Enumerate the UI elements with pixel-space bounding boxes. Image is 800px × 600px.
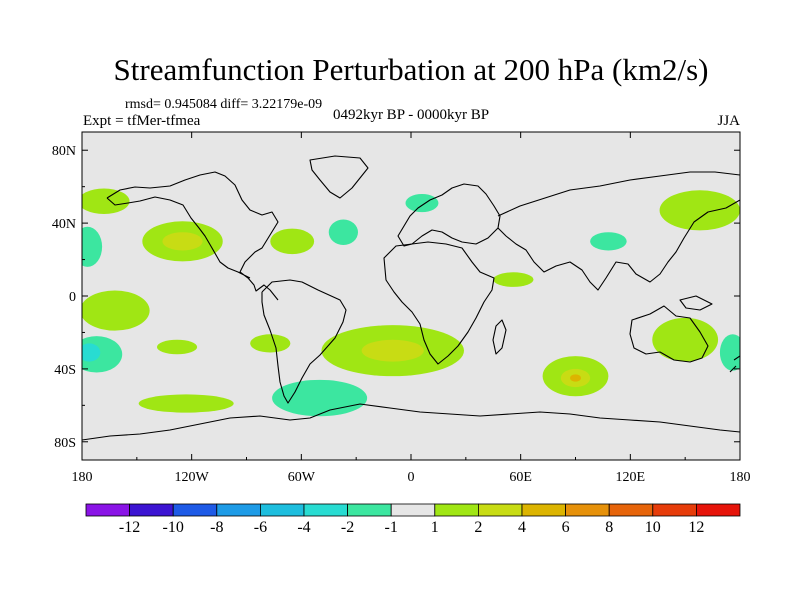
colorbar-label-0: -12 bbox=[119, 519, 140, 536]
contour-region-13 bbox=[156, 339, 198, 355]
colorbar-swatch-6 bbox=[347, 503, 392, 517]
chart-title: Streamfunction Perturbation at 200 hPa (… bbox=[114, 52, 709, 87]
x-tick-label-2: 60W bbox=[288, 470, 316, 485]
season-label: JJA bbox=[717, 113, 740, 129]
australia-coast bbox=[629, 305, 709, 363]
y-tick-label-0: 80N bbox=[52, 144, 76, 159]
map-panel: 180 120W 60W 0 60E 120E 180 80N 40N 0 40S 80S bbox=[52, 131, 751, 485]
colorbar-label-8: 2 bbox=[474, 519, 482, 536]
period-label: 0492kyr BP - 0000kyr BP bbox=[333, 107, 489, 123]
antarctica-coast bbox=[82, 403, 740, 441]
contour-region-4 bbox=[270, 228, 315, 255]
colorbar-label-11: 8 bbox=[605, 519, 613, 536]
europe-coast bbox=[397, 183, 501, 247]
contour-fills bbox=[82, 188, 740, 417]
colorbar-swatch-9 bbox=[477, 503, 523, 517]
asia-coast bbox=[497, 171, 740, 291]
colorbar-swatch-2 bbox=[172, 503, 218, 517]
x-tick-label-4: 60E bbox=[509, 470, 532, 485]
experiment-label: Expt = tfMer-tfmea bbox=[83, 113, 201, 129]
contour-region-16 bbox=[361, 339, 424, 362]
y-tick-label-4: 80S bbox=[54, 436, 76, 451]
madagascar-coast bbox=[492, 319, 507, 355]
colorbar-label-13: 12 bbox=[688, 519, 704, 536]
x-tick-label-3: 0 bbox=[408, 470, 415, 485]
stats-label: rmsd= 0.945084 diff= 3.22179e-09 bbox=[125, 97, 322, 112]
colorbar-label-10: 6 bbox=[562, 519, 570, 536]
colorbar-swatch-8 bbox=[434, 503, 479, 517]
y-tick-label-2: 0 bbox=[69, 290, 76, 305]
y-tick-label-1: 40N bbox=[52, 217, 76, 232]
colorbar: -12 -10 -8 -6 -4 -2 -1 1 2 4 6 8 10 12 bbox=[85, 503, 741, 536]
colorbar-swatch-10 bbox=[521, 503, 566, 517]
south-america-coast bbox=[261, 279, 347, 404]
x-tick-label-5: 120E bbox=[616, 470, 646, 485]
new-zealand-coast bbox=[729, 355, 740, 373]
colorbar-label-5: -2 bbox=[341, 519, 354, 536]
colorbar-label-6: -1 bbox=[385, 519, 398, 536]
y-tick-label-3: 40S bbox=[54, 363, 76, 378]
contour-region-17 bbox=[138, 394, 234, 413]
contour-region-8 bbox=[590, 232, 627, 251]
coastlines bbox=[82, 155, 740, 441]
colorbar-label-3: -6 bbox=[254, 519, 267, 536]
contour-region-9 bbox=[659, 190, 740, 231]
x-tick-label-1: 120W bbox=[175, 470, 210, 485]
contour-region-0 bbox=[82, 188, 130, 214]
colorbar-swatch-4 bbox=[259, 503, 305, 517]
contour-region-14 bbox=[250, 334, 291, 353]
colorbar-swatch-3 bbox=[216, 503, 261, 517]
contour-region-12 bbox=[82, 343, 101, 362]
colorbar-swatch-0 bbox=[85, 503, 130, 517]
north-america-coast bbox=[106, 171, 279, 301]
colorbar-swatch-7 bbox=[390, 503, 436, 517]
contour-region-7 bbox=[493, 272, 534, 287]
colorbar-swatch-5 bbox=[303, 503, 348, 517]
contour-region-22 bbox=[652, 317, 719, 362]
colorbar-swatch-14 bbox=[696, 503, 741, 517]
colorbar-label-1: -10 bbox=[163, 519, 184, 536]
contour-region-5 bbox=[328, 219, 358, 245]
contour-region-3 bbox=[82, 226, 103, 267]
contour-region-6 bbox=[405, 193, 439, 213]
contour-region-2 bbox=[162, 232, 203, 251]
colorbar-label-4: -4 bbox=[297, 519, 310, 536]
y-axis: 80N 40N 0 40S 80S bbox=[52, 144, 740, 451]
colorbar-swatch-13 bbox=[652, 503, 697, 517]
new-guinea-coast bbox=[679, 295, 713, 311]
colorbar-swatch-12 bbox=[608, 503, 654, 517]
colorbar-label-2: -8 bbox=[210, 519, 223, 536]
colorbar-label-12: 10 bbox=[645, 519, 661, 536]
contour-region-10 bbox=[82, 290, 150, 331]
x-tick-label-0: 180 bbox=[72, 470, 93, 485]
colorbar-swatch-11 bbox=[565, 503, 610, 517]
greenland-coast bbox=[309, 155, 369, 199]
contour-region-18 bbox=[272, 379, 368, 417]
x-axis: 180 120W 60W 0 60E 120E 180 bbox=[72, 132, 751, 485]
colorbar-label-7: 1 bbox=[431, 519, 439, 536]
colorbar-label-9: 4 bbox=[518, 519, 526, 536]
africa-coast bbox=[383, 241, 495, 365]
colorbar-swatch-1 bbox=[129, 503, 174, 517]
contour-region-21 bbox=[570, 374, 581, 382]
contour-region-23 bbox=[719, 334, 740, 371]
x-tick-label-6: 180 bbox=[730, 470, 751, 485]
